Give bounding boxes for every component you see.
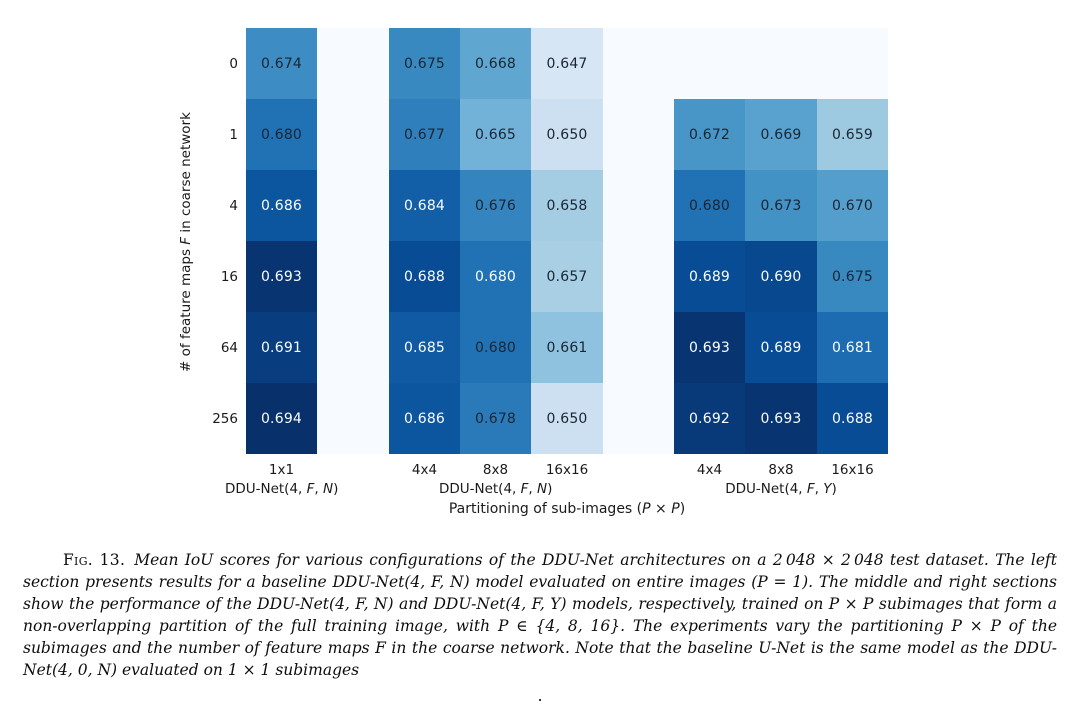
heatmap-cell: 0.691 [246,312,317,383]
x-tick-label: 8x8 [768,462,794,478]
section-model-label: DDU-Net(4, F, N) [438,481,553,497]
heatmap-cell: 0.688 [389,241,460,312]
heatmap-cell: 0.672 [674,99,745,170]
heatmap-cell: 0.677 [389,99,460,170]
x-tick-label: 16x16 [831,462,874,478]
heatmap-cell: 0.686 [246,170,317,241]
heatmap-cell: 0.650 [531,383,603,454]
heatmap-cell: 0.689 [745,312,817,383]
x-tick-label: 4x4 [411,462,438,478]
y-tick-label: 64 [220,339,238,356]
heatmap-cell: 0.693 [745,383,817,454]
heatmap-cell: 0.665 [460,99,531,170]
heatmap-cell: 0.680 [246,99,317,170]
y-tick-label: 256 [212,410,238,427]
heatmap-cell: 0.693 [246,241,317,312]
x-tick-label: 1x1 [268,462,295,478]
y-tick-label: 4 [229,197,238,214]
y-tick-label: 1 [229,126,238,143]
heatmap-cell: 0.668 [460,28,531,99]
heatmap-cell: 0.647 [531,28,603,99]
y-tick-label: 0 [229,55,238,72]
section-model-label: DDU-Net(4, F, N) [224,481,339,497]
heatmap-cell: 0.680 [460,312,531,383]
section-model-label: DDU-Net(4, F, Y) [725,481,837,497]
heatmap-cell: 0.678 [460,383,531,454]
heatmap-cell: 0.669 [745,99,817,170]
heatmap-cell: 0.690 [745,241,817,312]
heatmap-cell: 0.681 [817,312,888,383]
heatmap-cell: 0.688 [817,383,888,454]
heatmap-cell: 0.650 [531,99,603,170]
heatmap-cell: 0.692 [674,383,745,454]
heatmap-cell: 0.685 [389,312,460,383]
heatmap-cell: 0.686 [389,383,460,454]
x-tick-label: 16x16 [545,462,589,478]
x-tick-label: 8x8 [482,462,509,478]
heatmap-cell: 0.675 [389,28,460,99]
y-axis-label: # of feature maps F in coarse network [178,112,194,372]
heatmap-cell: 0.676 [460,170,531,241]
caption-text: Mean IoU scores for various configuratio… [23,551,1058,679]
heatmap-cell: 0.680 [460,241,531,312]
heatmap-cell: 0.659 [817,99,888,170]
heatmap-cell: 0.694 [246,383,317,454]
heatmap-cell: 0.673 [745,170,817,241]
heatmap-cell: 0.680 [674,170,745,241]
heatmap-cell: 0.657 [531,241,603,312]
x-tick-label: 4x4 [696,462,723,478]
caption-figure-number: Fig. 13. [63,551,126,569]
heatmap-cell: 0.674 [246,28,317,99]
y-tick-label: 16 [220,268,238,285]
heatmap-cell: 0.675 [817,241,888,312]
plot-area: 0.674 0.680 0.686 0.693 0.691 0.694 0.675 0.668… [246,28,888,454]
x-axis-label: Partitioning of sub-images (P × P) [448,501,686,517]
figure-caption: Fig. 13. Mean IoU scores for various conf… [23,549,1057,681]
heatmap-cell: 0.661 [531,312,603,383]
heatmap-cell: 0.693 [674,312,745,383]
heatmap-cell: 0.658 [531,170,603,241]
heatmap-cell: 0.670 [817,170,888,241]
heatmap-cell: 0.689 [674,241,745,312]
heatmap-cell: 0.684 [389,170,460,241]
caption-trailing-period: . [537,686,543,705]
